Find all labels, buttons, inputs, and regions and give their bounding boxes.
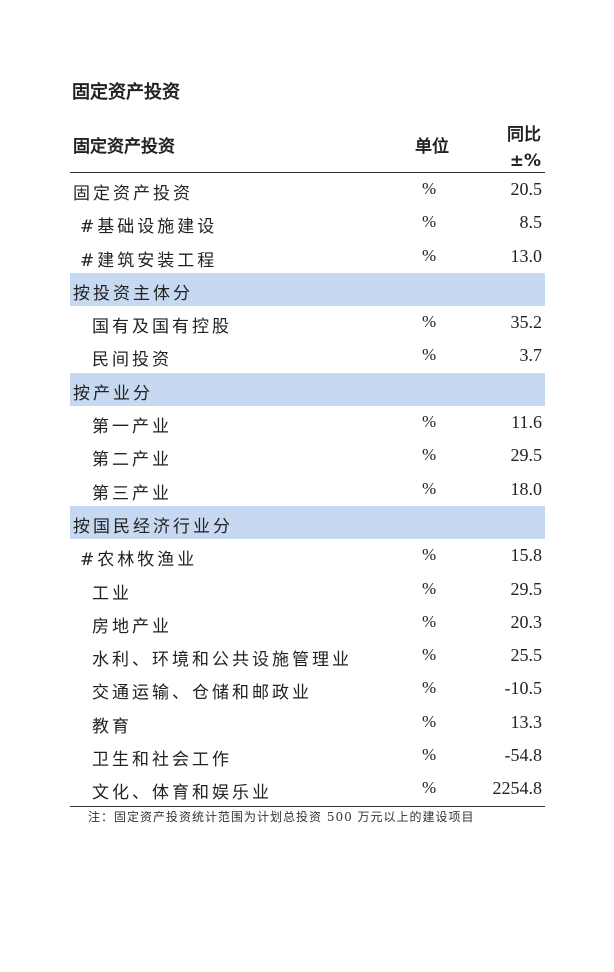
header-name: 固定资产投资 (73, 137, 175, 157)
table-row: 房地产业% 20.3 (70, 606, 545, 639)
row-name: 工业 (92, 583, 132, 604)
row-name: 教育 (92, 716, 132, 737)
header-yoy: 同比 ±% (507, 122, 541, 174)
row-value: -54.8 (504, 745, 543, 766)
table-row: 第一产业% 11.6 (70, 406, 545, 439)
row-name: 按投资主体分 (73, 283, 193, 304)
table-row: 国有及国有控股% 35.2 (70, 306, 545, 339)
row-name: 第二产业 (92, 450, 172, 471)
row-name: 房地产业 (92, 616, 172, 637)
row-name: 文化、体育和娱乐业 (92, 783, 272, 804)
table-row: 民间投资% 3.7 (70, 339, 545, 372)
header-yoy-line1: 同比 (507, 125, 541, 145)
row-name: 交通运输、仓储和邮政业 (92, 683, 312, 704)
row-unit: % (422, 345, 437, 365)
row-name: 固定资产投资 (73, 184, 193, 204)
row-unit: % (422, 179, 437, 198)
row-value: 2254.8 (492, 778, 543, 799)
table-row: 工业% 29.5 (70, 573, 545, 606)
row-unit: % (422, 212, 437, 232)
row-value: 29.5 (510, 445, 543, 466)
row-unit: % (422, 645, 437, 665)
table-row: #基础设施建设% 8.5 (70, 206, 545, 239)
table-row: 文化、体育和娱乐业% 2254.8 (70, 772, 545, 805)
row-name: 按国民经济行业分 (73, 516, 233, 537)
row-value: 13.0 (510, 245, 543, 266)
row-value: 15.8 (510, 545, 543, 566)
table-row: 卫生和社会工作% -54.8 (70, 739, 545, 772)
row-unit: % (422, 545, 437, 565)
table-body: 固定资产投资% 20.5 #基础设施建设% 8.5 #建筑安装工程% 13.0 按投资主体分… (70, 173, 545, 807)
row-unit: % (422, 245, 437, 265)
row-name: 卫生和社会工作 (92, 750, 232, 771)
row-unit: % (422, 445, 437, 465)
table-row: 教育% 13.3 (70, 706, 545, 739)
row-value: 29.5 (510, 578, 543, 599)
row-name: #农林牧渔业 (80, 550, 198, 571)
row-value: 20.3 (510, 611, 543, 632)
row-name: 民间投资 (92, 350, 172, 371)
table-row: 水利、环境和公共设施管理业% 25.5 (70, 639, 545, 672)
row-name: #建筑安装工程 (80, 250, 218, 271)
row-unit: % (422, 745, 437, 765)
row-value: 20.5 (510, 179, 543, 199)
table-row: 固定资产投资% 20.5 (70, 173, 545, 206)
section-row: 按产业分 (70, 372, 545, 407)
row-value: 3.7 (519, 345, 543, 366)
row-value: 35.2 (510, 312, 543, 333)
table-row: #农林牧渔业% 15.8 (70, 539, 545, 572)
section-row: 按国民经济行业分 (70, 505, 545, 540)
row-unit: % (422, 478, 437, 498)
row-unit: % (422, 312, 437, 332)
row-value: -10.5 (504, 678, 543, 699)
row-unit: % (422, 578, 437, 598)
table-row: #建筑安装工程% 13.0 (70, 240, 545, 273)
page-title: 固定资产投资 (72, 82, 180, 103)
section-row: 按投资主体分 (70, 272, 545, 307)
header-yoy-line2: ±% (509, 151, 541, 171)
row-name: 国有及国有控股 (92, 317, 232, 338)
row-unit: % (422, 678, 437, 698)
row-value: 18.0 (510, 478, 543, 499)
footnote: 注：固定资产投资统计范围为计划总投资 500 万元以上的建设项目 (88, 810, 475, 824)
row-value: 8.5 (519, 212, 543, 233)
table-row: 第二产业% 29.5 (70, 439, 545, 472)
row-name: 按产业分 (73, 383, 153, 404)
row-name: 第一产业 (92, 417, 172, 438)
row-unit: % (422, 611, 437, 631)
row-unit: % (422, 778, 437, 798)
row-name: 水利、环境和公共设施管理业 (92, 650, 352, 671)
row-name: #基础设施建设 (80, 217, 218, 238)
table-header: 固定资产投资 单位 同比 ±% (70, 118, 545, 173)
table-row: 第三产业% 18.0 (70, 473, 545, 506)
header-unit: 单位 (415, 137, 449, 157)
table-row: 交通运输、仓储和邮政业% -10.5 (70, 672, 545, 705)
row-value: 25.5 (510, 645, 543, 666)
row-unit: % (422, 412, 437, 432)
row-unit: % (422, 711, 437, 731)
row-value: 13.3 (510, 711, 543, 732)
row-name: 第三产业 (92, 483, 172, 504)
row-value: 11.6 (511, 412, 542, 433)
